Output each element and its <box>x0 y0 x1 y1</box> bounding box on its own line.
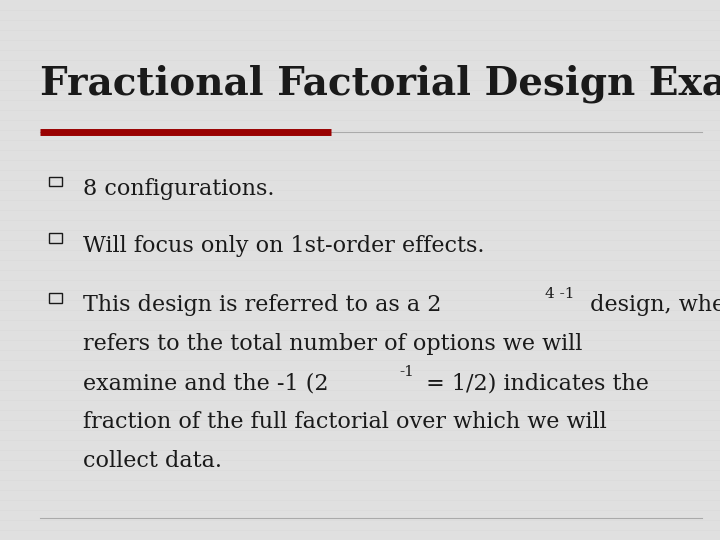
Text: This design is referred to as a 2: This design is referred to as a 2 <box>83 294 441 316</box>
Text: fraction of the full factorial over which we will: fraction of the full factorial over whic… <box>83 411 606 433</box>
Text: collect data.: collect data. <box>83 450 222 472</box>
Text: 4 -1: 4 -1 <box>545 287 575 301</box>
Bar <box>49 233 62 243</box>
Text: = 1/2) indicates the: = 1/2) indicates the <box>419 372 649 394</box>
Bar <box>49 293 62 302</box>
Text: refers to the total number of options we will: refers to the total number of options we… <box>83 333 582 355</box>
Text: Fractional Factorial Design Example: Fractional Factorial Design Example <box>40 65 720 103</box>
Text: examine and the -1 (2: examine and the -1 (2 <box>83 372 328 394</box>
Bar <box>49 177 62 186</box>
Text: Will focus only on 1st-order effects.: Will focus only on 1st-order effects. <box>83 235 485 257</box>
Text: -1: -1 <box>400 364 415 379</box>
Text: 8 configurations.: 8 configurations. <box>83 178 274 200</box>
Text: design, where 4: design, where 4 <box>583 294 720 316</box>
